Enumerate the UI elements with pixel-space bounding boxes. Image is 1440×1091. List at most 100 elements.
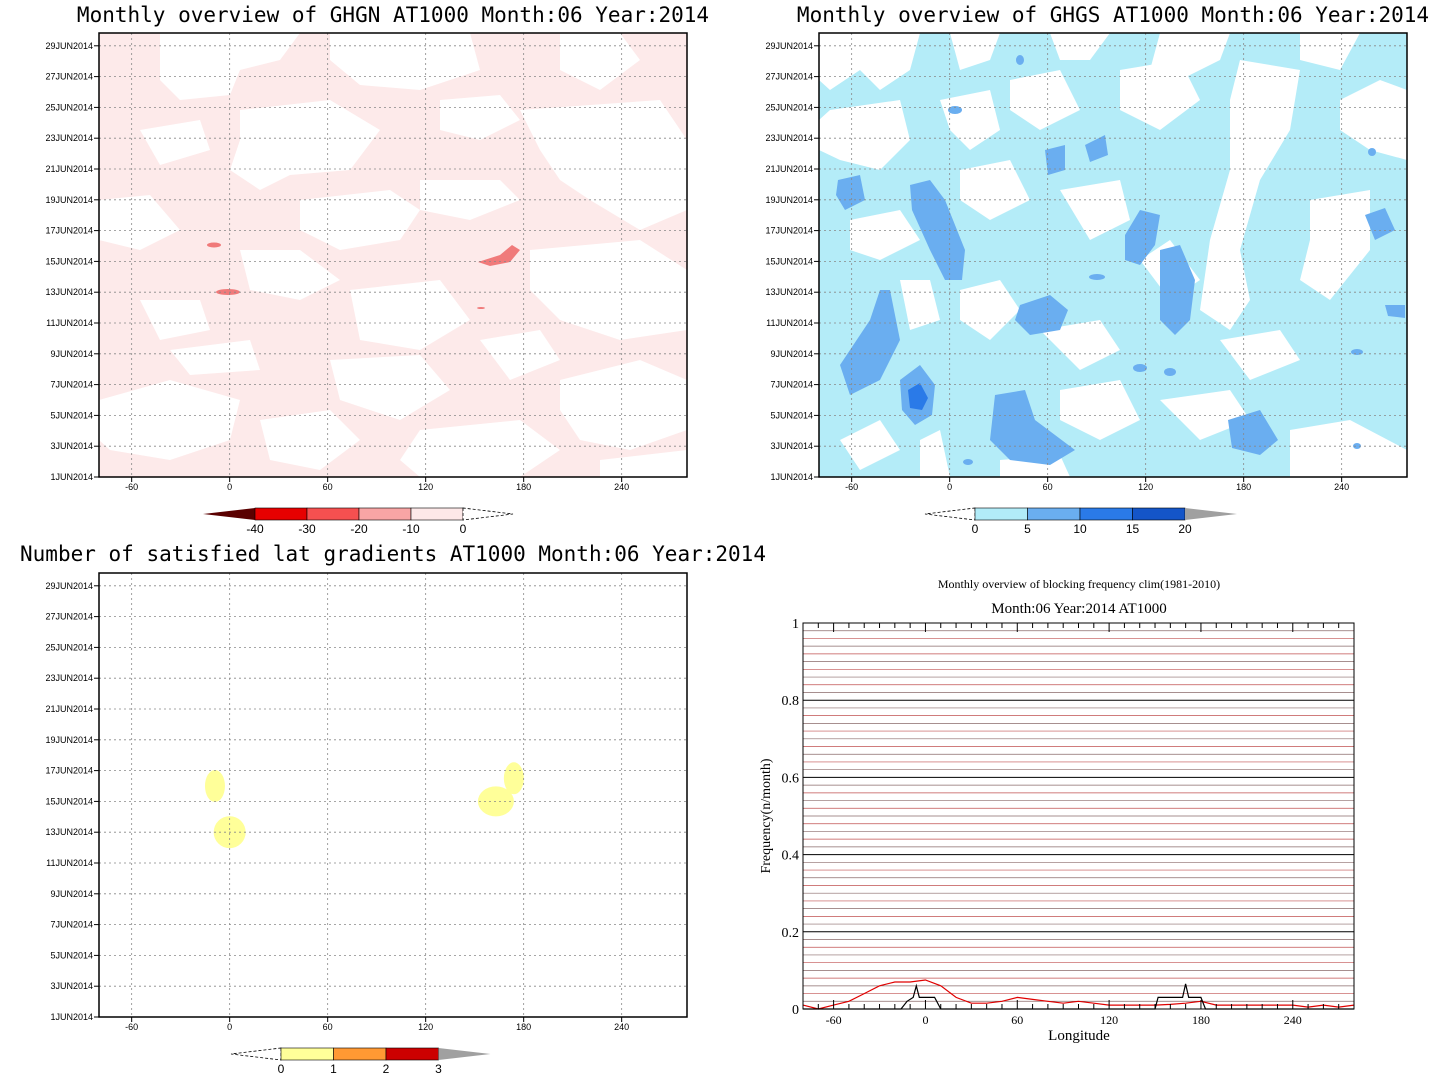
y-tick-label: 13JUN2014 (45, 827, 93, 837)
y-tick-label: 1JUN2014 (770, 472, 813, 482)
y-tick-label: 19JUN2014 (45, 195, 93, 205)
colorbar-tick-label: 0 (460, 522, 467, 536)
y-tick-label: 7JUN2014 (50, 920, 93, 930)
colorbar-segment (333, 1047, 387, 1061)
colorbar-tick-label: -30 (298, 522, 316, 536)
x-tick-label: -60 (125, 1022, 138, 1032)
y-tick-label: 21JUN2014 (45, 164, 93, 174)
x-tick-label: 0 (922, 1013, 928, 1027)
y-tick-label: 0.4 (782, 849, 800, 864)
colorbar-segment (280, 1047, 334, 1061)
y-tick-label: 29JUN2014 (45, 581, 93, 591)
colorbar-right-triangle (462, 507, 514, 521)
colorbar-left-triangle (230, 1047, 282, 1061)
panel-ghgn: Monthly overview of GHGN AT1000 Month:06… (45, 3, 709, 536)
colorbar-tick-label: 10 (1073, 522, 1087, 536)
y-tick-label: 25JUN2014 (45, 642, 93, 652)
lat-gradients-axes: -60 0 60 120 180 240 1JUN2014 3JUN2014 5JUN2014 7… (45, 581, 629, 1032)
x-tick-label: 120 (1138, 482, 1153, 492)
colorbar-tick-label: 0 (972, 522, 979, 536)
panel-lat-gradients: Number of satisfied lat gradients AT1000… (20, 542, 766, 1076)
lat-gradients-blobs (204, 762, 524, 849)
colorbar-right-triangle (438, 1048, 491, 1060)
x-tick-label: 60 (323, 482, 333, 492)
subtitle-blocking-frequency: Month:06 Year:2014 AT1000 (991, 601, 1166, 617)
y-tick-label: 13JUN2014 (765, 287, 813, 297)
x-tick-label: 180 (1192, 1013, 1210, 1027)
x-tick-label: 120 (418, 1022, 433, 1032)
x-tick-label: 120 (418, 482, 433, 492)
x-tick-label: 0 (227, 482, 232, 492)
y-tick-label: 11JUN2014 (46, 318, 93, 328)
x-tick-label: 240 (614, 482, 629, 492)
ghgs-axes: -60 0 60 120 180 240 1JUN2014 3JUN2014 5JUN2014 7… (765, 41, 1349, 492)
colorbar-tick-label: 0 (278, 1062, 285, 1076)
colorbar-segment (974, 507, 1028, 521)
lat-gradient-blob (503, 762, 524, 795)
colorbar-tick-label: 20 (1178, 522, 1192, 536)
colorbar-tick-label: 15 (1126, 522, 1140, 536)
colorbar-tick-label: -40 (246, 522, 264, 536)
y-tick-label: 5JUN2014 (50, 410, 93, 420)
y-tick-label: 0.6 (782, 771, 800, 786)
y-tick-label: 27JUN2014 (45, 72, 93, 82)
x-tick-label: -60 (826, 1013, 842, 1027)
colorbar-segment (358, 507, 412, 521)
x-tick-label: 240 (1334, 482, 1349, 492)
colorbar-segment (1027, 507, 1081, 521)
y-tick-label: 17JUN2014 (45, 766, 93, 776)
ghgs-dark-blue-regions (908, 383, 928, 410)
title-ghgs: Monthly overview of GHGS AT1000 Month:06… (797, 3, 1429, 27)
panel-blocking-frequency: Monthly overview of blocking frequency c… (759, 577, 1355, 1044)
y-tick-label: 1JUN2014 (50, 472, 93, 482)
ghgn-frame (98, 32, 688, 478)
y-tick-label: 17JUN2014 (45, 226, 93, 236)
panel-ghgs: Monthly overview of GHGS AT1000 Month:06… (765, 3, 1429, 536)
y-tick-label: 5JUN2014 (50, 950, 93, 960)
lat-gradients-grid (99, 573, 687, 1017)
x-tick-label: 180 (516, 482, 531, 492)
y-tick-label: 25JUN2014 (765, 102, 813, 112)
y-tick-label: 0.8 (782, 694, 800, 709)
y-tick-label: 19JUN2014 (45, 735, 93, 745)
colorbar-segment (254, 507, 308, 521)
blocking-grid (803, 630, 1354, 1002)
blocking-xlabel: Longitude (1048, 1028, 1110, 1044)
y-tick-label: 17JUN2014 (765, 226, 813, 236)
y-tick-label: 3JUN2014 (50, 441, 93, 451)
y-tick-label: 0 (792, 1003, 799, 1018)
x-tick-label: 240 (1284, 1013, 1302, 1027)
y-tick-label: 3JUN2014 (50, 981, 93, 991)
title-lat-gradients: Number of satisfied lat gradients AT1000… (20, 542, 766, 566)
colorbar-tick-label: -20 (350, 522, 368, 536)
colorbar-segment (385, 1047, 439, 1061)
y-tick-label: 3JUN2014 (770, 441, 813, 451)
y-tick-label: 7JUN2014 (770, 380, 813, 390)
y-tick-label: 1JUN2014 (50, 1012, 93, 1022)
x-tick-label: -60 (125, 482, 138, 492)
y-tick-label: 11JUN2014 (46, 858, 93, 868)
lat-gradients-frame (98, 572, 688, 1018)
ghgn-colorbar: -40 -30 -20 -10 0 (203, 507, 514, 536)
title-ghgn: Monthly overview of GHGN AT1000 Month:06… (77, 3, 709, 27)
y-tick-label: 29JUN2014 (45, 41, 93, 51)
ghgn-axes: -60 0 60 120 180 240 1JUN2014 3JUN2014 5JUN2014 7… (45, 41, 629, 492)
blocking-ylabel: Frequency(n/month) (759, 758, 774, 873)
y-tick-label: 0.2 (782, 926, 800, 941)
lat-gradient-blob (204, 770, 225, 802)
x-tick-label: 60 (1011, 1013, 1023, 1027)
y-tick-label: 1 (792, 617, 799, 632)
colorbar-tick-label: 5 (1024, 522, 1031, 536)
y-tick-label: 27JUN2014 (45, 612, 93, 622)
colorbar-segment (1079, 507, 1133, 521)
colorbar-segment (306, 507, 360, 521)
colorbar-tick-label: 2 (383, 1062, 390, 1076)
y-tick-label: 25JUN2014 (45, 102, 93, 112)
y-tick-label: 9JUN2014 (50, 349, 93, 359)
colorbar-left-triangle (203, 508, 255, 520)
colorbar-segment (410, 507, 464, 521)
colorbar-right-triangle (1185, 508, 1237, 520)
y-tick-label: 27JUN2014 (765, 72, 813, 82)
x-tick-label: 120 (1100, 1013, 1118, 1027)
